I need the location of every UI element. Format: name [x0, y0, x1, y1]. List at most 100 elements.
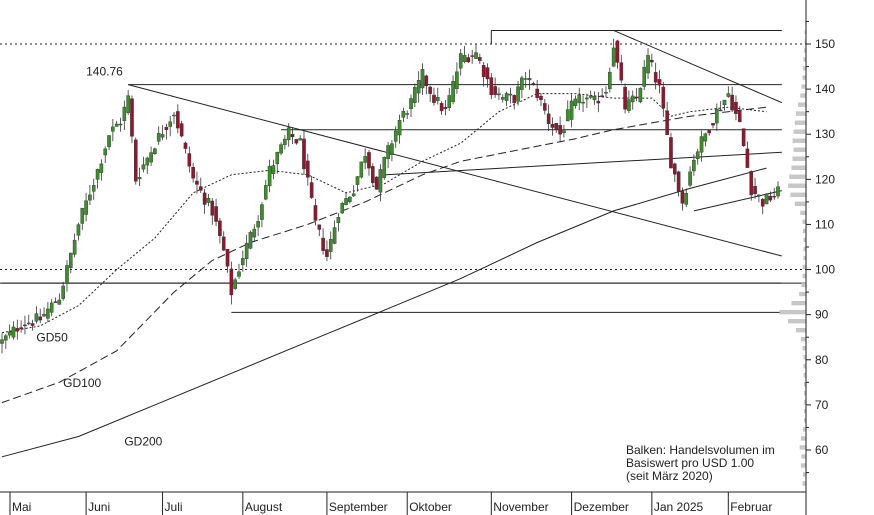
candle-body [707, 130, 711, 134]
candle-body [409, 98, 413, 110]
candle-body [351, 193, 356, 197]
volume-bar [788, 319, 807, 324]
candle-body [703, 133, 708, 142]
volume-bar [794, 201, 807, 206]
candle-body [485, 67, 490, 80]
candle-body [298, 138, 302, 141]
candle-body [156, 133, 161, 142]
volume-bar [800, 337, 807, 342]
candle-body [210, 200, 215, 216]
candle-body [493, 86, 497, 95]
candle-body [474, 52, 478, 59]
candle-body [263, 185, 268, 200]
candle-body [15, 328, 20, 332]
moving-average-gd100 [1, 106, 767, 404]
candle-body [313, 205, 318, 221]
volume-bar [788, 183, 807, 188]
candle-body [4, 335, 8, 341]
candle-body [378, 169, 383, 193]
candle-body [565, 109, 570, 122]
candle-body [91, 185, 96, 192]
candle-body [470, 55, 474, 57]
trend-lines [2, 29, 783, 313]
candle-body [160, 134, 165, 138]
volume-bar [799, 291, 807, 297]
candle-body [497, 93, 501, 96]
candle-body [634, 96, 639, 99]
candle-body [309, 182, 314, 198]
x-tick-label: Oktober [409, 500, 452, 514]
trend-line [693, 190, 782, 212]
candle-body [233, 279, 237, 289]
candle-body [248, 231, 253, 249]
candle-body [42, 313, 46, 317]
candle-body [11, 326, 16, 338]
y-tick-label: 110 [815, 217, 834, 231]
candle-body [520, 77, 524, 90]
candle-body [49, 302, 54, 313]
annotation-label: GD200 [124, 434, 162, 448]
candle-body [638, 87, 643, 103]
candle-body [72, 239, 77, 255]
y-tick-label: 70 [815, 398, 829, 412]
x-tick-label: November [493, 500, 548, 514]
candle-body [760, 198, 765, 207]
candle-body [302, 138, 306, 170]
candle-body [179, 123, 184, 137]
candle-body [661, 86, 666, 109]
candle-body [581, 101, 585, 104]
candle-body [699, 136, 704, 153]
candle-body [435, 97, 440, 101]
candle-body [623, 86, 627, 110]
candle-body [61, 285, 65, 299]
candle-body [137, 177, 142, 180]
candle-body [38, 316, 43, 321]
candle-body [88, 194, 92, 201]
candle-body [275, 151, 280, 164]
candle-body [390, 143, 394, 156]
candle-body [130, 98, 134, 137]
candle-body [206, 197, 211, 203]
candle-body [359, 161, 364, 178]
candle-body [214, 206, 218, 222]
candle-body [370, 166, 375, 184]
volume-bar [801, 454, 807, 459]
candle-body [103, 148, 108, 156]
candle-body [57, 299, 62, 305]
candle-body [462, 55, 467, 62]
candle-body [672, 163, 677, 175]
y-tick-label: 130 [815, 127, 835, 141]
candle-body [241, 258, 245, 266]
candle-body [665, 110, 669, 135]
candle-body [271, 165, 276, 174]
annotation-label: 140.76 [86, 65, 123, 79]
x-tick-label: Jan 2025 [654, 500, 704, 514]
volume-bar [795, 328, 807, 333]
candle-body [455, 71, 459, 90]
candle-body [646, 55, 650, 74]
x-axis-ticks: Mai Juni Juli August September Oktober Novembe… [9, 492, 772, 515]
candle-body [107, 135, 111, 148]
y-tick-label: 100 [815, 263, 835, 277]
candle-body [489, 77, 494, 96]
candle-body [53, 301, 58, 303]
candle-body [153, 148, 157, 154]
candle-body [458, 53, 463, 69]
volume-bar [801, 282, 807, 288]
candle-body [95, 169, 100, 180]
candle-body [481, 65, 486, 78]
volume-bar [789, 174, 807, 179]
volume-bar [792, 156, 807, 161]
candle-body [76, 224, 81, 236]
annotation-label: GD100 [63, 376, 101, 390]
candle-body [695, 151, 700, 160]
candle-body [344, 198, 348, 205]
candle-body [393, 130, 398, 142]
candle-body [500, 97, 505, 100]
volume-bar [801, 84, 807, 89]
candle-body [676, 171, 681, 192]
candle-body [753, 186, 757, 195]
candle-body [332, 227, 337, 244]
